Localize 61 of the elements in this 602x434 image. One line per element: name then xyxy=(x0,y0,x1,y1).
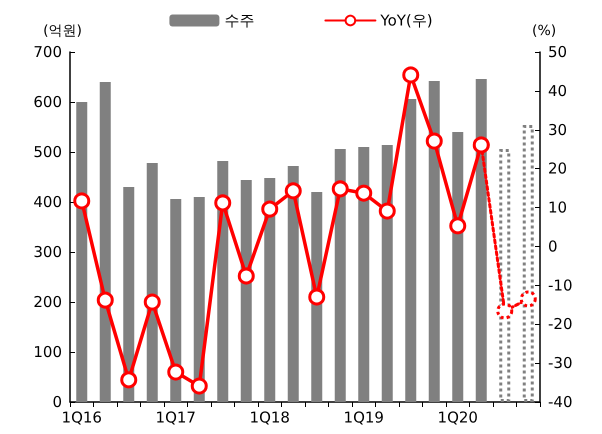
bar xyxy=(100,82,111,402)
bar xyxy=(428,81,440,402)
x-tick-label: 1Q17 xyxy=(156,408,196,426)
point xyxy=(96,292,114,309)
legend-label: YoY(우) xyxy=(379,12,433,30)
bar xyxy=(499,149,510,402)
y2-tick-label: 10 xyxy=(548,198,568,217)
bar xyxy=(522,125,534,402)
bar xyxy=(170,199,182,402)
bar xyxy=(334,149,346,402)
y-tick-label: 0 xyxy=(52,393,62,411)
point xyxy=(472,136,490,154)
y2-axis-title: (%) xyxy=(532,23,556,39)
bar xyxy=(358,147,370,402)
y-axis-title: (억원) xyxy=(43,23,82,39)
point xyxy=(190,378,208,395)
x-tick-label: 1Q19 xyxy=(344,408,384,426)
point xyxy=(144,294,161,311)
y-tick-label: 700 xyxy=(33,43,62,61)
bar xyxy=(476,79,487,402)
bar xyxy=(452,132,464,402)
y2-tick-label: -40 xyxy=(548,393,572,411)
x-tick-label: 1Q20 xyxy=(438,408,478,426)
legend-label: 수주 xyxy=(224,12,254,30)
y2-tick-label: 40 xyxy=(548,82,568,100)
point xyxy=(284,182,302,200)
x-tick-label: 1Q16 xyxy=(62,408,102,426)
point xyxy=(355,184,372,202)
point xyxy=(308,288,326,306)
y-tick-label: 400 xyxy=(33,193,62,211)
y2-tick-label: 0 xyxy=(548,237,558,256)
y-tick-label: 100 xyxy=(33,343,62,361)
point xyxy=(496,302,514,320)
y-tick-label: 500 xyxy=(33,143,62,161)
y-tick-label: 200 xyxy=(33,293,62,311)
point xyxy=(449,217,466,234)
point xyxy=(426,132,443,150)
point xyxy=(402,66,420,84)
point xyxy=(73,192,90,210)
y2-tick-label: 50 xyxy=(548,43,568,61)
point xyxy=(238,268,255,284)
y-tick-label: 300 xyxy=(33,243,62,261)
y2-tick-label: -30 xyxy=(548,354,572,372)
point xyxy=(261,200,278,218)
point xyxy=(120,371,138,388)
x-tick-label: 1Q18 xyxy=(250,408,290,426)
bar xyxy=(264,178,276,402)
y2-tick-label: -20 xyxy=(548,315,572,334)
y-tick-label: 600 xyxy=(33,93,62,111)
y2-tick-label: 20 xyxy=(548,160,568,178)
point xyxy=(378,202,396,220)
y2-tick-label: 30 xyxy=(548,120,568,139)
bar xyxy=(382,145,393,402)
point xyxy=(332,180,349,198)
bar xyxy=(76,102,88,402)
bar xyxy=(288,166,299,402)
point xyxy=(167,364,184,381)
bar xyxy=(146,163,158,402)
y2-tick-label: -10 xyxy=(548,276,572,294)
bar xyxy=(405,99,416,402)
point xyxy=(214,194,232,212)
